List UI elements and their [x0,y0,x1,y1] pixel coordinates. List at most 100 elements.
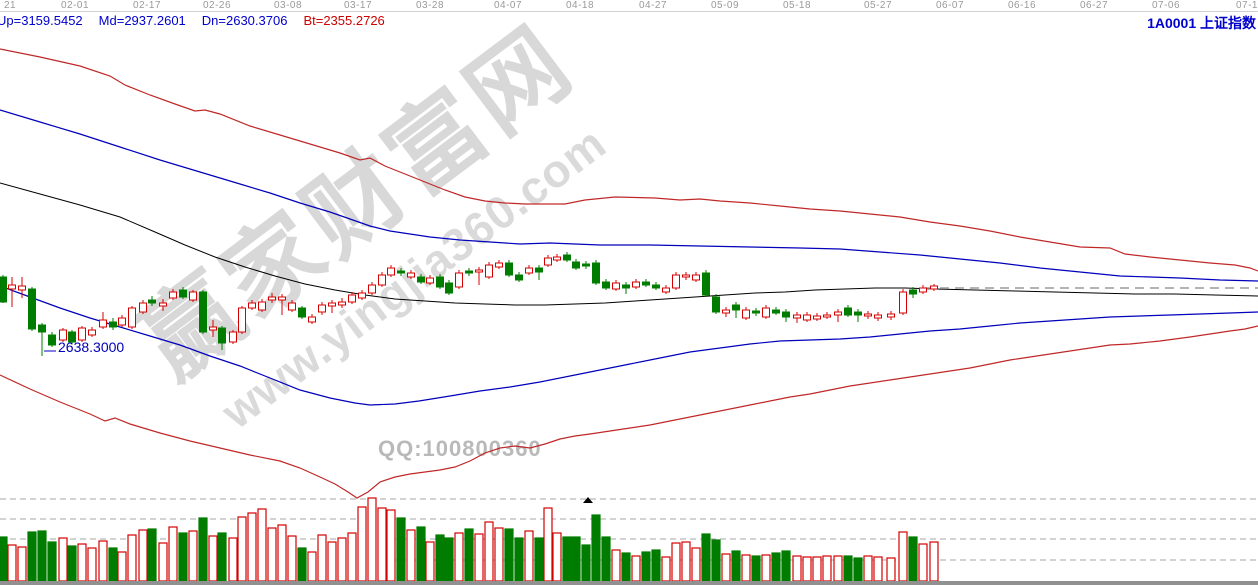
x-axis-date-label: 05-09 [710,0,740,11]
candle-up [874,312,882,321]
candle-up [308,314,316,324]
volume-bar [562,536,572,582]
volume-bar [228,537,238,582]
volume-bar [812,556,822,582]
candle-down [909,287,917,298]
candle-up [88,327,96,337]
candle-up [18,277,26,298]
volume-bar [108,547,118,582]
candle-up [899,289,907,315]
volume-bar [377,507,387,582]
volume-bar [27,531,37,582]
candle-up [378,272,386,287]
candle-up [318,302,326,315]
volume-bar [886,557,896,582]
candle-up [813,313,821,321]
volume-bar [454,532,464,582]
x-axis-date-label: 07-06 [1151,0,1181,11]
volume-bar [781,550,791,582]
volume-bar [7,544,17,582]
candle-up [358,290,366,300]
volume-bar [208,535,218,582]
candle-down [148,296,156,306]
band-lower-blue [0,285,1258,406]
candle-up [8,277,16,307]
candle-up [682,272,690,280]
volume-bar [297,547,307,582]
candle-up [209,320,217,337]
candle-down [622,282,630,294]
x-axis-date-label: 06-27 [1079,0,1109,11]
candle-down [712,294,720,314]
candle-up [229,330,237,344]
volume-bar [494,527,504,582]
candle-down [642,279,650,287]
volume-bar [168,526,178,582]
candle-down [0,275,7,303]
volume-bar [591,514,601,582]
candle-up [632,279,640,289]
band-lower-red [0,325,1258,499]
volume-bar [792,555,802,582]
volume-bar [741,554,751,582]
candle-down [844,305,852,317]
volume-bar [908,536,918,582]
volume-bar [691,547,701,582]
candle-up [348,292,356,304]
indicator-value-dn: Dn=2630.3706 [201,13,288,28]
candle-down [592,260,600,285]
candle-up [407,270,415,279]
volume-bar [641,551,651,582]
volume-bar [534,537,544,582]
volume-bar [514,537,524,582]
candle-up [544,255,552,267]
volume-bar [701,533,711,582]
x-axis-date-label: 21 [4,0,17,11]
volume-bar [317,534,327,582]
volume-bar [367,497,377,582]
volume-bar [711,539,721,582]
volume-bar [581,544,591,582]
candle-up [59,328,67,342]
volume-bar [17,546,27,582]
volume-bar [47,541,57,582]
candle-down [772,307,780,315]
candle-up [118,315,126,327]
candle-down [535,265,543,280]
candle-up [278,294,286,315]
indicator-value-bt: Bt=2355.2726 [303,13,385,28]
volume-bar [671,542,681,582]
volume-bar [843,555,853,582]
date-axis: 21 02-01 02-17 02-26 03-08 03-17 03-28 04-07 04-… [0,0,1258,12]
volume-bar [357,506,367,582]
candle-up [930,284,938,291]
candle-up [387,265,395,277]
volume-bar [425,541,435,582]
candle-up [475,267,483,285]
candle-up [612,280,620,291]
candle-up [722,307,730,317]
candle-down [752,308,760,316]
symbol-label: 1A0001 上证指数 [1147,13,1256,33]
volume-bar [751,555,761,582]
volume-bar [416,526,426,582]
volume-bar [802,556,812,582]
candle-down [109,318,117,330]
volume-bar [611,549,621,582]
candle-up [553,254,561,262]
volume-bar [37,530,47,582]
volume-bar [474,533,484,582]
x-axis-date-label: 04-07 [493,0,523,11]
volume-bar [761,554,771,582]
candle-down [28,287,36,331]
volume-bar [853,557,863,582]
x-axis-date-label: 03-08 [273,0,303,11]
candle-up [426,275,434,285]
low-price-label: 2638.3000 [58,339,124,355]
candle-up [248,300,256,310]
volume-bar [929,541,939,582]
x-axis-date-label: 03-17 [343,0,373,11]
volume-bar [267,527,277,582]
candle-up [268,293,276,303]
